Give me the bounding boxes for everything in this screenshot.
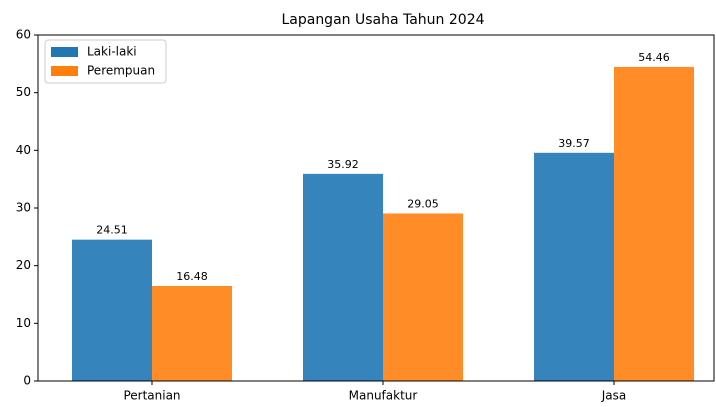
value-label: 39.57 — [558, 137, 590, 150]
value-label: 29.05 — [407, 197, 439, 210]
legend-label: Perempuan — [87, 64, 155, 78]
chart: Lapangan Usaha Tahun 2024 0 10 20 30 40 50 60 P… — [0, 0, 716, 403]
legend-swatch — [51, 47, 78, 57]
y-tick-label: 10 — [16, 316, 31, 330]
bar — [152, 286, 232, 381]
y-tick-label: 0 — [23, 374, 31, 388]
y-tick-label: 40 — [16, 143, 31, 157]
value-label: 54.46 — [638, 51, 670, 64]
value-label: 16.48 — [176, 270, 208, 283]
chart-title: Lapangan Usaha Tahun 2024 — [281, 12, 484, 28]
y-tick-label: 60 — [16, 28, 31, 42]
y-tick-label: 20 — [16, 258, 31, 272]
page: Lapangan Usaha Tahun 2024 0 10 20 30 40 50 60 P… — [0, 0, 716, 407]
y-tick-label: 30 — [16, 201, 31, 215]
bar — [614, 67, 694, 381]
bar — [72, 240, 152, 381]
bar — [303, 174, 383, 381]
bar — [534, 153, 614, 381]
y-tick-label: 50 — [16, 85, 31, 99]
bar — [383, 213, 463, 381]
x-tick-label: Manufaktur — [349, 389, 418, 403]
x-tick-label: Jasa — [601, 389, 627, 403]
value-label: 24.51 — [96, 224, 128, 237]
x-tick-label: Pertanian — [123, 389, 180, 403]
legend-label: Laki-laki — [87, 45, 137, 59]
value-label: 35.92 — [327, 158, 359, 171]
legend-swatch — [51, 66, 78, 76]
